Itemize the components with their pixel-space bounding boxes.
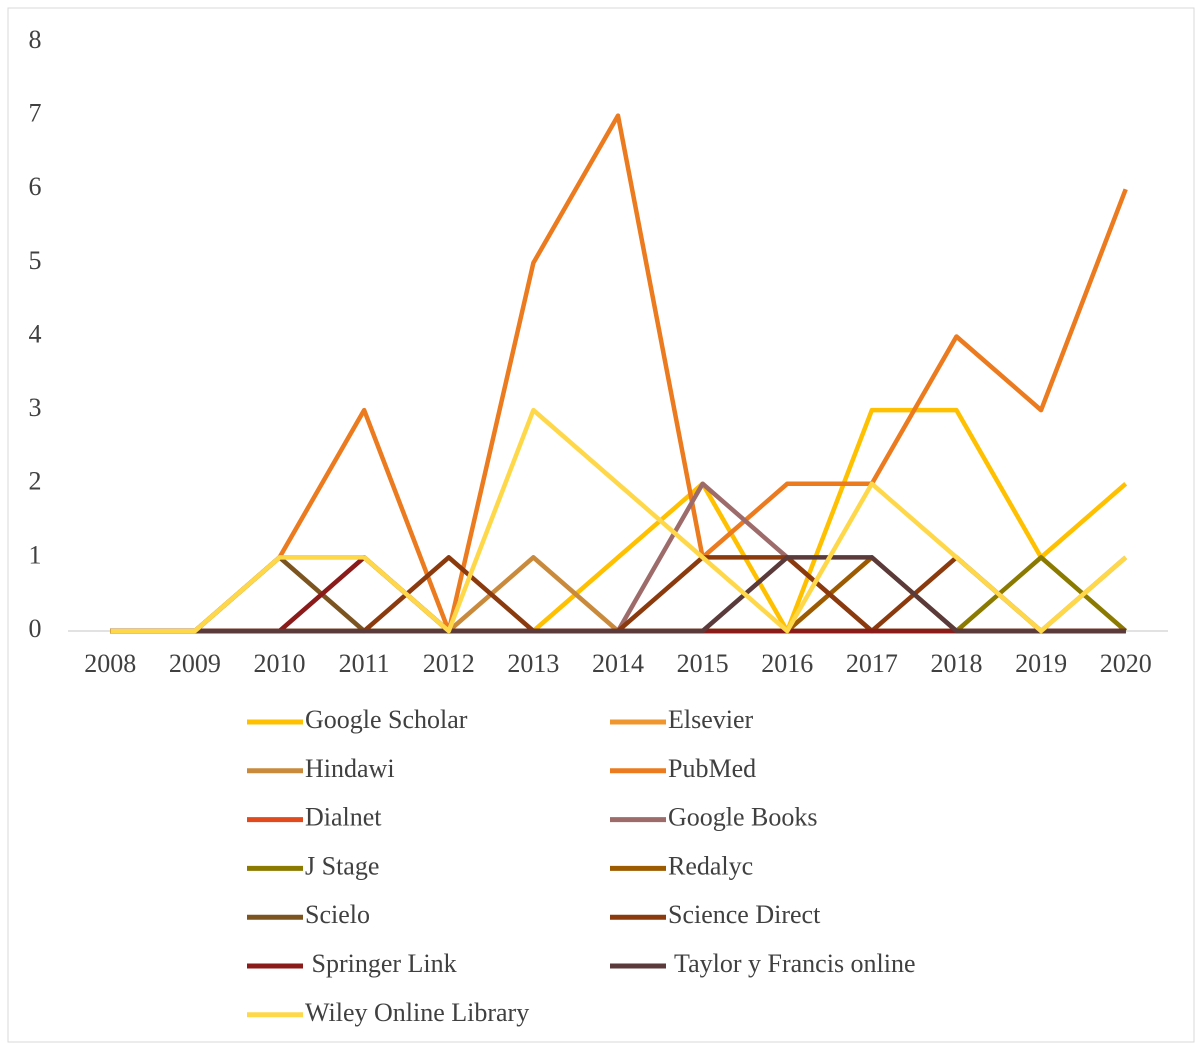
y-tick-label: 2 <box>29 467 42 496</box>
y-tick-label: 0 <box>29 614 42 643</box>
x-tick-label: 2017 <box>846 649 898 678</box>
x-tick-label: 2014 <box>592 649 644 678</box>
legend-label: Dialnet <box>305 803 382 832</box>
legend-label: Springer Link <box>305 949 457 978</box>
x-tick-label: 2016 <box>761 649 813 678</box>
y-tick-label: 1 <box>29 540 42 569</box>
x-tick-label: 2018 <box>930 649 982 678</box>
legend-label: Redalyc <box>668 851 753 880</box>
y-tick-label: 7 <box>29 99 42 128</box>
legend-label: Google Scholar <box>305 705 468 734</box>
legend-label: Science Direct <box>668 900 821 929</box>
x-tick-label: 2015 <box>677 649 729 678</box>
x-tick-label: 2012 <box>423 649 475 678</box>
legend-label: J Stage <box>305 851 379 880</box>
x-tick-label: 2010 <box>254 649 306 678</box>
legend-label: Elsevier <box>668 705 754 734</box>
x-tick-label: 2020 <box>1100 649 1152 678</box>
x-tick-label: 2019 <box>1015 649 1067 678</box>
legend-label: PubMed <box>668 754 756 783</box>
legend-label: Hindawi <box>305 754 395 783</box>
y-tick-label: 3 <box>29 393 42 422</box>
x-tick-label: 2013 <box>507 649 559 678</box>
x-tick-label: 2011 <box>339 649 390 678</box>
legend-label: Google Books <box>668 803 818 832</box>
y-tick-label: 4 <box>29 319 42 348</box>
legend-label: Scielo <box>305 900 370 929</box>
x-tick-label: 2009 <box>169 649 221 678</box>
y-tick-label: 6 <box>29 172 42 201</box>
y-tick-label: 5 <box>29 246 42 275</box>
x-tick-label: 2008 <box>84 649 136 678</box>
series-line <box>110 555 1126 634</box>
series-line <box>110 407 1128 634</box>
chart-frame <box>7 7 1195 1043</box>
y-tick-label: 8 <box>29 25 42 54</box>
legend-label: Wiley Online Library <box>305 998 529 1027</box>
legend-label: Taylor y Francis online <box>668 949 916 978</box>
